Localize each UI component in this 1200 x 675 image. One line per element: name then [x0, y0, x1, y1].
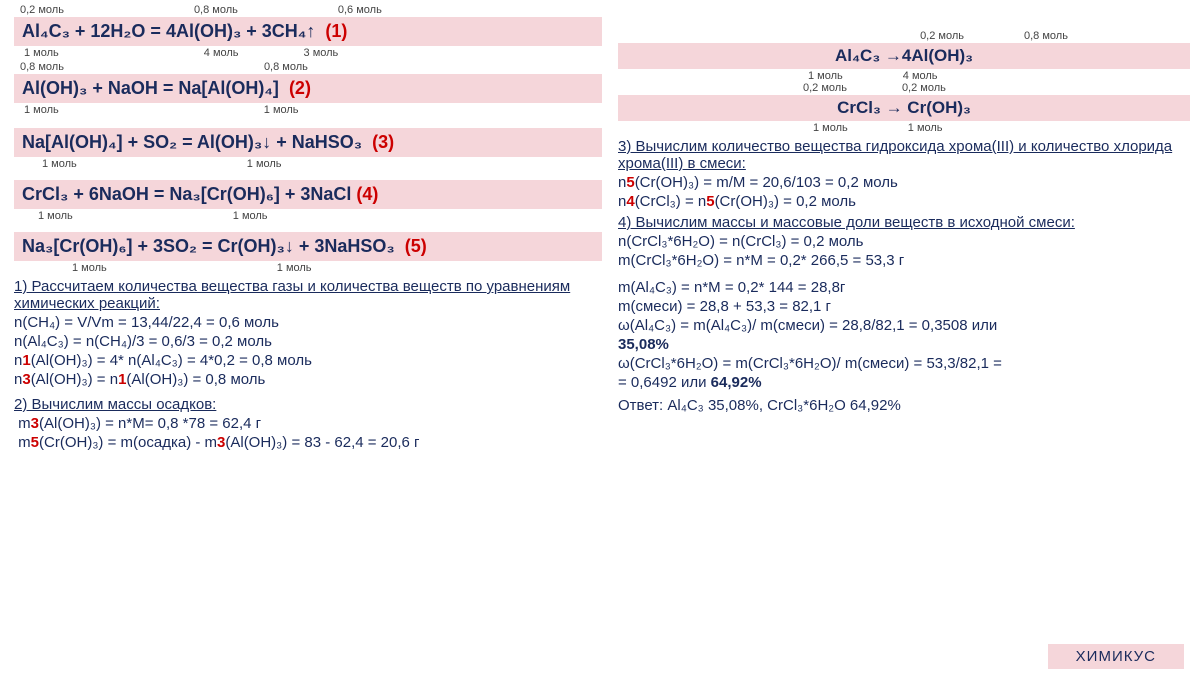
mol-label: 1 моль — [277, 262, 312, 274]
mol-row-1-top: 0,2 моль 0,8 моль 0,6 моль — [14, 4, 602, 16]
mol-label: 0,2 моль — [920, 30, 964, 42]
mol-label: 0,2 моль — [20, 4, 64, 16]
calc-line: m3(Al(OH)₃) = n*M= 0,8 *78 = 62,4 г — [14, 415, 602, 432]
equation-1: Al₄C₃ + 12H₂O = 4Al(OH)₃ + 3CH₄↑ (1) — [22, 21, 347, 41]
mol-label: 0,8 моль — [194, 4, 238, 16]
mol-label: 1 моль — [813, 122, 848, 134]
equation-box-2: Al(OH)₃ + NaOH = Na[Al(OH)₄] (2) — [14, 74, 602, 103]
watermark-badge: ХИМИКУС — [1048, 644, 1184, 669]
right-column: 0,2 моль 0,8 моль Al₄C₃ →4Al(OH)₃ 1 моль… — [610, 0, 1200, 675]
calc-line: m(CrCl₃*6H₂O) = n*M = 0,2* 266,5 = 53,3 … — [618, 252, 1190, 269]
mol-label: 1 моль — [38, 210, 73, 222]
mol-row-b-bot: 1 моль 1 моль — [618, 122, 1190, 134]
calc-line: n1(Al(OH)₃) = 4* n(Al₄C₃) = 4*0,2 = 0,8 … — [14, 352, 602, 369]
mol-label: 0,6 моль — [338, 4, 382, 16]
step2-heading: 2) Вычислим массы осадков: — [14, 396, 602, 413]
calc-line: m(смеси) = 28,8 + 53,3 = 82,1 г — [618, 298, 1190, 315]
equation-4: CrCl₃ + 6NaOH = Na₃[Cr(OH)₆] + 3NaCl (4) — [22, 184, 378, 204]
equation-b: CrCl₃ → Cr(OH)₃ — [837, 98, 971, 117]
mol-label: 4 моль — [204, 47, 239, 59]
calc-line: n3(Al(OH)₃) = n1(Al(OH)₃) = 0,8 моль — [14, 371, 602, 388]
mol-label: 1 моль — [247, 158, 282, 170]
step4-heading: 4) Вычислим массы и массовые доли вещест… — [618, 214, 1190, 231]
mol-label: 1 моль — [24, 104, 59, 116]
mol-label: 0,2 моль — [803, 82, 847, 94]
answer-line: Ответ: Al₄C₃ 35,08%, CrCl₃*6H₂O 64,92% — [618, 397, 1190, 414]
mol-label: 1 моль — [24, 47, 59, 59]
mol-label: 0,2 моль — [902, 82, 946, 94]
calc-line: n4(CrCl₃) = n5(Cr(OH)₃) = 0,2 моль — [618, 193, 1190, 210]
calc-line: ω(Al₄C₃) = m(Al₄C₃)/ m(смеси) = 28,8/82,… — [618, 317, 1190, 334]
calc-line: 35,08% — [618, 336, 1190, 353]
equation-box-a: Al₄C₃ →4Al(OH)₃ — [618, 43, 1190, 69]
mol-row-b-top: 0,2 моль 0,2 моль — [618, 82, 1190, 94]
calc-line: n(Al₄C₃) = n(CH₄)/3 = 0,6/3 = 0,2 моль — [14, 333, 602, 350]
calc-line: n(CrCl₃*6H₂O) = n(CrCl₃) = 0,2 моль — [618, 233, 1190, 250]
mol-label: 0,8 моль — [20, 61, 64, 73]
mol-label: 1 моль — [264, 104, 299, 116]
equation-box-5: Na₃[Cr(OH)₆] + 3SO₂ = Cr(OH)₃↓ + 3NaHSO₃… — [14, 232, 602, 261]
mol-row-5-bot: 1 моль 1 моль — [14, 262, 602, 274]
mol-row-a-top: 0,2 моль 0,8 моль — [618, 30, 1190, 42]
calc-line: n5(Cr(OH)₃) = m/M = 20,6/103 = 0,2 моль — [618, 174, 1190, 191]
mol-label: 4 моль — [903, 70, 938, 82]
equation-box-1: Al₄C₃ + 12H₂O = 4Al(OH)₃ + 3CH₄↑ (1) — [14, 17, 602, 46]
equation-a: Al₄C₃ →4Al(OH)₃ — [835, 46, 973, 65]
calc-line: m(Al₄C₃) = n*M = 0,2* 144 = 28,8г — [618, 279, 1190, 296]
mol-label: 1 моль — [233, 210, 268, 222]
step1-heading: 1) Рассчитаем количества вещества газы и… — [14, 278, 602, 312]
calc-line: ω(CrCl₃*6H₂O) = m(CrCl₃*6H₂O)/ m(смеси) … — [618, 355, 1190, 372]
mol-label: 0,8 моль — [1024, 30, 1068, 42]
calc-line: n(CH₄) = V/Vm = 13,44/22,4 = 0,6 моль — [14, 314, 602, 331]
mol-label: 1 моль — [72, 262, 107, 274]
mol-row-4-bot: 1 моль 1 моль — [14, 210, 602, 222]
mol-row-2-bot: 1 моль 1 моль — [14, 104, 602, 116]
left-column: 0,2 моль 0,8 моль 0,6 моль Al₄C₃ + 12H₂O… — [0, 0, 610, 675]
mol-label: 3 моль — [304, 47, 339, 59]
equation-3: Na[Al(OH)₄] + SO₂ = Al(OH)₃↓ + NaHSO₃ (3… — [22, 132, 394, 152]
equation-2: Al(OH)₃ + NaOH = Na[Al(OH)₄] (2) — [22, 78, 311, 98]
mol-label: 0,8 моль — [264, 61, 308, 73]
calc-line: = 0,6492 или 64,92% — [618, 374, 1190, 391]
mol-row-2-top: 0,8 моль 0,8 моль — [14, 61, 602, 73]
equation-box-4: CrCl₃ + 6NaOH = Na₃[Cr(OH)₆] + 3NaCl (4) — [14, 180, 602, 209]
step3-heading: 3) Вычислим количество вещества гидрокси… — [618, 138, 1190, 172]
equation-5: Na₃[Cr(OH)₆] + 3SO₂ = Cr(OH)₃↓ + 3NaHSO₃… — [22, 236, 427, 256]
mol-row-a-bot: 1 моль 4 моль — [618, 70, 1190, 82]
equation-box-b: CrCl₃ → Cr(OH)₃ — [618, 95, 1190, 121]
mol-label: 1 моль — [42, 158, 77, 170]
mol-label: 1 моль — [908, 122, 943, 134]
mol-row-3-bot: 1 моль 1 моль — [14, 158, 602, 170]
calc-line: m5(Cr(OH)₃) = m(осадка) - m3(Al(OH)₃) = … — [14, 434, 602, 451]
mol-label: 1 моль — [808, 70, 843, 82]
equation-box-3: Na[Al(OH)₄] + SO₂ = Al(OH)₃↓ + NaHSO₃ (3… — [14, 128, 602, 157]
mol-row-1-bot: 1 моль 4 моль 3 моль — [14, 47, 602, 59]
